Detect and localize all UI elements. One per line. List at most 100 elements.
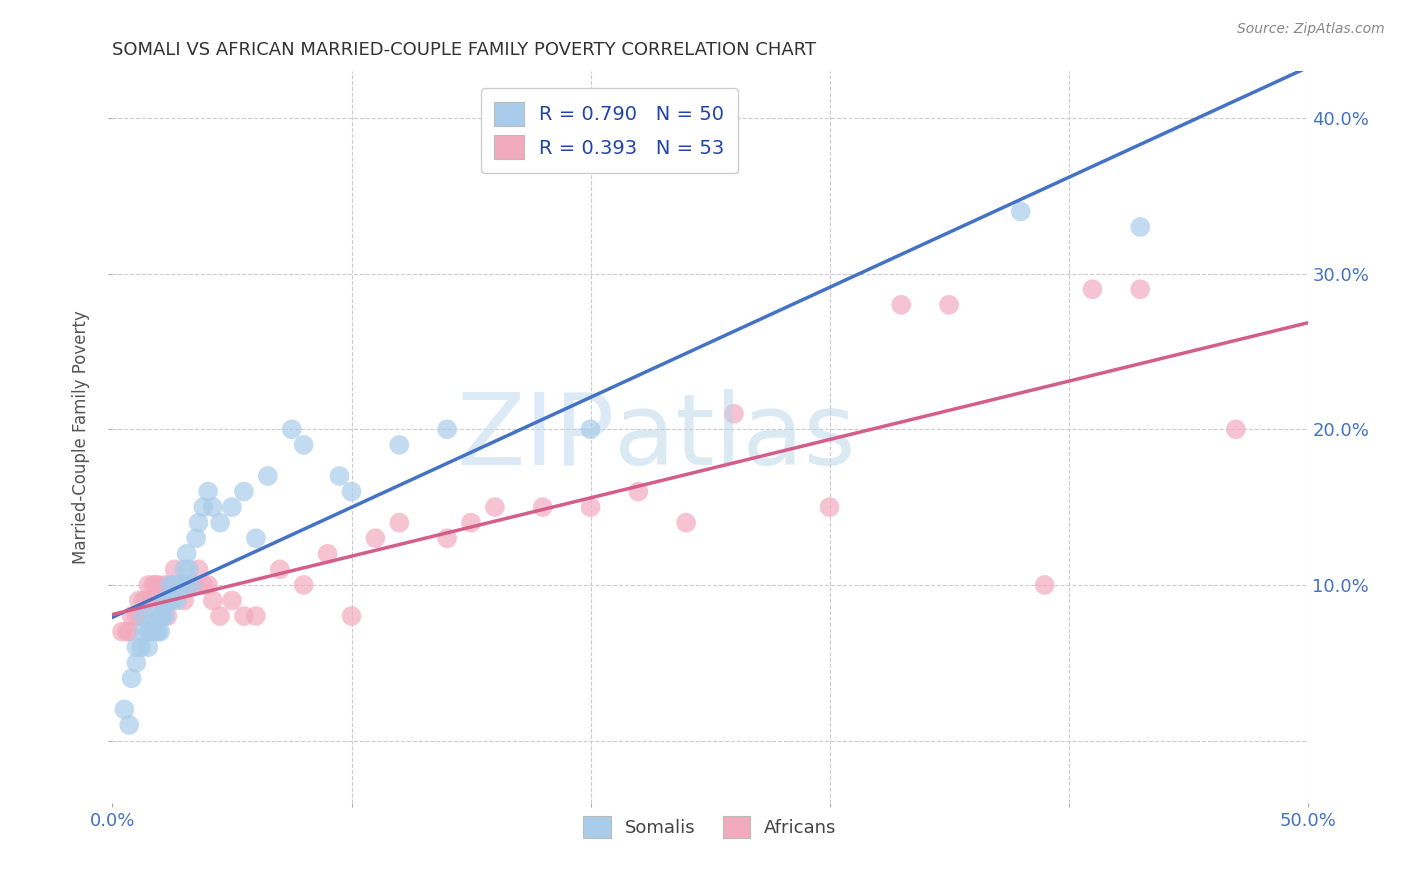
Point	[132, 593, 155, 607]
Point	[118, 624, 141, 639]
Point	[1225, 422, 1247, 436]
Point	[128, 593, 150, 607]
Point	[723, 407, 745, 421]
Point	[209, 609, 232, 624]
Point	[1010, 204, 1032, 219]
Point	[138, 640, 160, 655]
Point	[142, 578, 165, 592]
Point	[1081, 282, 1104, 296]
Point	[183, 578, 205, 592]
Point	[152, 593, 174, 607]
Point	[316, 547, 339, 561]
Point	[257, 469, 280, 483]
Point	[186, 531, 208, 545]
Point	[132, 624, 155, 639]
Point	[149, 624, 172, 639]
Point	[201, 500, 224, 515]
Point	[125, 640, 148, 655]
Point	[197, 484, 219, 499]
Point	[292, 578, 315, 592]
Point	[129, 609, 152, 624]
Point	[579, 500, 602, 515]
Point	[153, 578, 176, 592]
Point	[187, 562, 209, 576]
Point	[125, 656, 148, 670]
Point	[269, 562, 291, 576]
Point	[132, 609, 155, 624]
Point	[818, 500, 841, 515]
Point	[1033, 578, 1056, 592]
Point	[187, 516, 209, 530]
Point	[153, 609, 176, 624]
Point	[221, 500, 243, 515]
Point	[938, 298, 960, 312]
Text: SOMALI VS AFRICAN MARRIED-COUPLE FAMILY POVERTY CORRELATION CHART: SOMALI VS AFRICAN MARRIED-COUPLE FAMILY …	[112, 41, 817, 59]
Point	[364, 531, 387, 545]
Point	[118, 718, 141, 732]
Point	[149, 609, 172, 624]
Point	[201, 593, 224, 607]
Text: atlas: atlas	[614, 389, 856, 485]
Point	[115, 624, 138, 639]
Point	[627, 484, 650, 499]
Point	[135, 593, 157, 607]
Point	[146, 624, 169, 639]
Point	[111, 624, 134, 639]
Point	[166, 593, 188, 607]
Point	[169, 578, 191, 592]
Point	[329, 469, 352, 483]
Point	[340, 484, 363, 499]
Point	[388, 516, 411, 530]
Point	[153, 593, 176, 607]
Point	[139, 593, 162, 607]
Point	[159, 578, 181, 592]
Point	[142, 609, 165, 624]
Point	[163, 578, 186, 592]
Point	[156, 609, 179, 624]
Point	[193, 500, 215, 515]
Point	[149, 609, 172, 624]
Point	[163, 562, 186, 576]
Point	[340, 609, 363, 624]
Point	[890, 298, 912, 312]
Point	[180, 578, 202, 592]
Point	[173, 578, 195, 592]
Point	[197, 578, 219, 592]
Legend: Somalis, Africans: Somalis, Africans	[576, 808, 844, 845]
Point	[484, 500, 506, 515]
Point	[292, 438, 315, 452]
Point	[176, 547, 198, 561]
Point	[152, 609, 174, 624]
Point	[460, 516, 482, 530]
Point	[245, 531, 267, 545]
Point	[193, 578, 215, 592]
Text: Source: ZipAtlas.com: Source: ZipAtlas.com	[1237, 22, 1385, 37]
Point	[138, 624, 160, 639]
Point	[436, 422, 458, 436]
Point	[436, 531, 458, 545]
Point	[173, 593, 195, 607]
Point	[1129, 219, 1152, 234]
Point	[1129, 282, 1152, 296]
Point	[245, 609, 267, 624]
Point	[114, 702, 135, 716]
Point	[121, 671, 143, 685]
Point	[169, 578, 191, 592]
Point	[121, 609, 143, 624]
Point	[146, 578, 169, 592]
Point	[281, 422, 304, 436]
Point	[531, 500, 554, 515]
Y-axis label: Married-Couple Family Poverty: Married-Couple Family Poverty	[72, 310, 90, 564]
Point	[162, 578, 183, 592]
Point	[233, 609, 256, 624]
Point	[173, 562, 195, 576]
Text: ZIP: ZIP	[456, 389, 614, 485]
Point	[159, 593, 181, 607]
Point	[177, 578, 200, 592]
Point	[177, 562, 200, 576]
Point	[145, 578, 167, 592]
Point	[388, 438, 411, 452]
Point	[209, 516, 232, 530]
Point	[138, 578, 160, 592]
Point	[156, 593, 179, 607]
